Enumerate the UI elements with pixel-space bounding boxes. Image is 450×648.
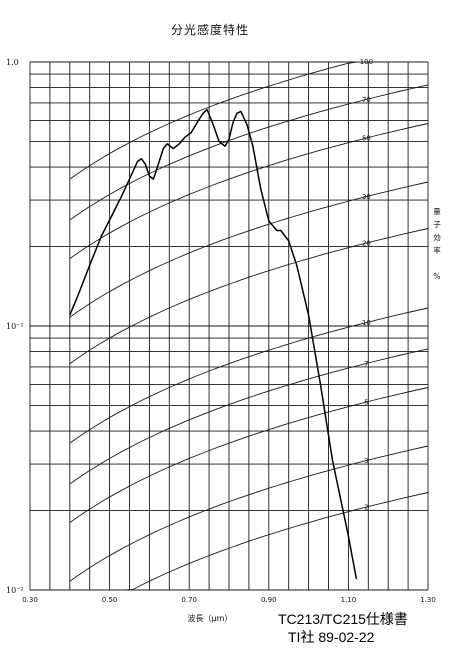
qe-label: 20 — [362, 240, 371, 248]
x-tick-label: 0.70 — [181, 596, 197, 604]
spec-annotation: TC213/TC215仕様書 — [278, 611, 408, 627]
x-axis-label: 波長（μm） — [188, 613, 233, 623]
qe-curve — [69, 61, 428, 180]
qe-curve — [69, 348, 429, 485]
qe-axis-char: 効 — [433, 232, 441, 242]
qe-curve — [69, 445, 429, 582]
x-tick-label: 0.30 — [22, 596, 38, 604]
x-tick-label: 1.10 — [341, 596, 357, 604]
qe-curve — [69, 181, 429, 318]
qe-label: 50 — [362, 135, 371, 143]
quantum-efficiency-curves — [69, 61, 429, 591]
qe-label: 2 — [364, 504, 368, 512]
qe-axis-char: 子 — [433, 220, 441, 229]
x-tick-label: 0.50 — [102, 596, 118, 604]
qe-label: 30 — [362, 193, 371, 201]
x-tick-labels: 0.30 0.50 0.70 0.90 1.10 1.30 — [22, 596, 436, 604]
quantum-efficiency-labels: 100 70 50 30 20 10 7 5 3 2 — [360, 58, 373, 512]
qe-curve — [69, 387, 429, 523]
qe-curve — [69, 307, 429, 444]
x-tick-label: 0.90 — [261, 596, 277, 604]
qe-label: 5 — [364, 399, 368, 407]
qe-axis-char: % — [433, 272, 440, 281]
series-line — [69, 108, 358, 580]
qe-label: 7 — [364, 360, 368, 368]
qe-axis-char: 率 — [433, 245, 441, 255]
qe-label: 70 — [362, 96, 371, 104]
qe-curve — [69, 123, 429, 259]
y-tick-labels: 1.0 10⁻¹ 10⁻² — [6, 58, 24, 595]
y-tick-label: 10⁻² — [6, 586, 24, 595]
qe-curve — [69, 492, 429, 591]
source-annotation: TI社 89-02-22 — [288, 629, 375, 645]
qe-label: 100 — [360, 58, 373, 66]
qe-label: 3 — [364, 457, 368, 465]
x-tick-label: 1.30 — [420, 596, 436, 604]
chart-title: 分光感度特性 — [171, 22, 249, 37]
y-tick-label: 10⁻¹ — [6, 322, 24, 331]
y-tick-label: 1.0 — [6, 58, 19, 67]
qe-curve — [69, 228, 429, 365]
qe-axis-char: 量 — [433, 207, 441, 216]
spectral-response-series — [69, 108, 358, 580]
qe-label: 10 — [362, 319, 371, 327]
